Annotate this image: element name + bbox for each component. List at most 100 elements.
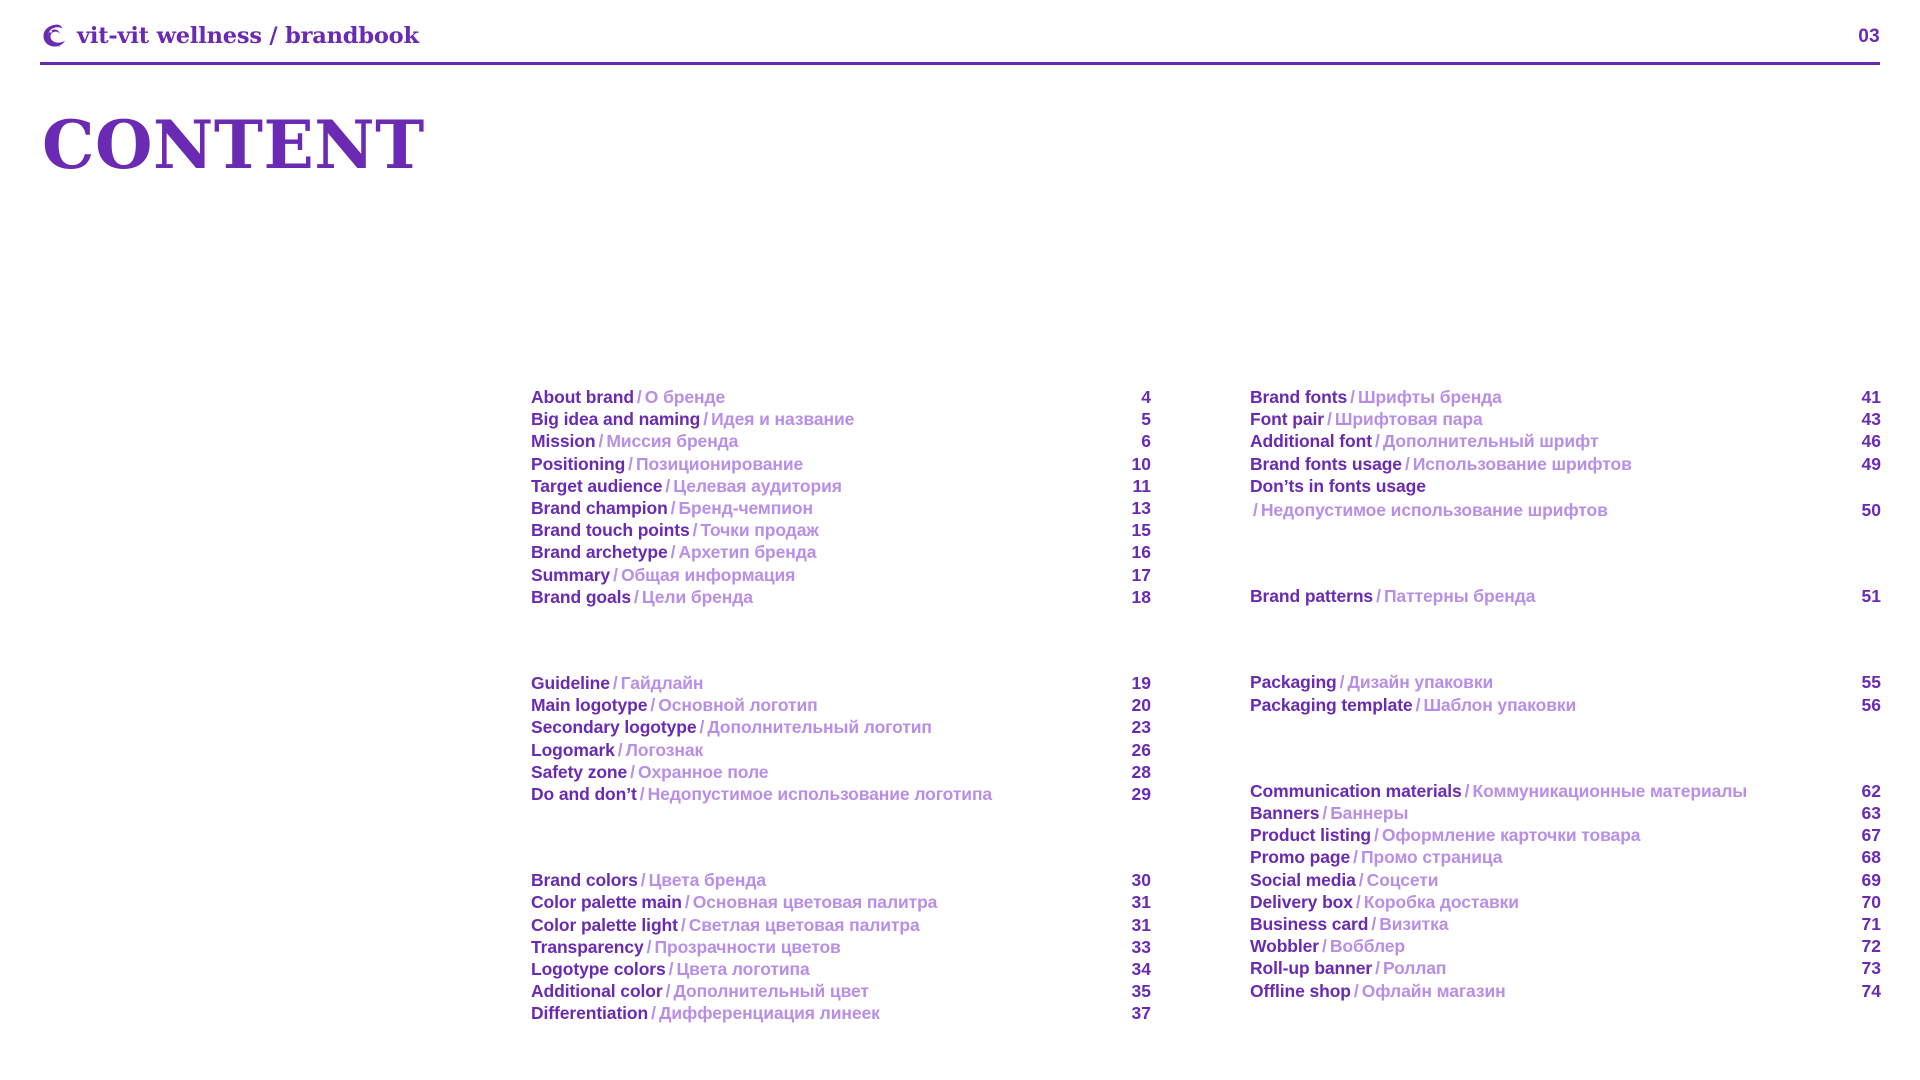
toc-entry-title-ru: Дополнительный шрифт xyxy=(1382,431,1599,452)
toc-entry-page-number: 63 xyxy=(1861,803,1881,824)
toc-entry[interactable]: Brand fonts usage / Использование шрифтов 4… xyxy=(1250,453,1881,475)
brand-lockup: vit-vit wellness / brandbook xyxy=(40,22,419,50)
toc-entry[interactable]: Logotype colors / Цвета логотипа 34 xyxy=(531,958,1151,980)
toc-entry-title-en: Mission xyxy=(531,431,596,452)
toc-entry-title-ru: Дополнительный цвет xyxy=(673,981,869,1002)
toc-entry-page-number: 29 xyxy=(1131,784,1151,805)
toc-entry[interactable]: Brand fonts / Шрифты бренда 41 xyxy=(1250,386,1881,408)
toc-entry-title-ru: Шрифты бренда xyxy=(1357,387,1502,407)
toc-entry-page-number: 51 xyxy=(1861,586,1881,607)
toc-entry-title-ru: Основной логотип xyxy=(658,695,818,716)
toc-entry-title-en: Packaging template xyxy=(1250,694,1413,715)
toc-entry[interactable]: Color palette main / Основная цветовая пал… xyxy=(531,891,1151,913)
toc-entry-page-number: 26 xyxy=(1131,739,1151,760)
toc-entry[interactable]: Brand touch points / Точки продаж 15 xyxy=(531,519,1151,541)
toc-entry-separator: / xyxy=(651,1003,656,1024)
toc-entry-page-number: 70 xyxy=(1861,891,1881,912)
toc-entry[interactable]: Product listing / Оформление карточки това… xyxy=(1250,824,1881,846)
toc-entry[interactable]: Brand goals / Цели бренда 18 xyxy=(531,586,1151,608)
toc-entry[interactable]: Roll-up banner / Роллап 73 xyxy=(1250,957,1881,979)
toc-entry[interactable]: Differentiation / Дифференциация линеек 37 xyxy=(531,1002,1151,1024)
toc-entry[interactable]: Logomark / Логознак 26 xyxy=(531,739,1151,761)
toc-entry[interactable]: Business card / Визитка 71 xyxy=(1250,913,1881,935)
toc-entry-title-ru: Целевая аудитория xyxy=(673,475,842,496)
toc-entry-line-2: / Недопустимое использование шрифтов 50 xyxy=(1250,499,1881,521)
toc-entry[interactable]: Promo page / Промо страница 68 xyxy=(1250,846,1881,868)
toc-entry-title-en: Additional color xyxy=(531,981,663,1002)
toc-entry[interactable]: Delivery box / Коробка доставки 70 xyxy=(1250,891,1881,913)
toc-entry[interactable]: Main logotype / Основной логотип 20 xyxy=(531,694,1151,716)
toc-entry-page-number: 62 xyxy=(1861,780,1881,801)
toc-entry-page-number: 20 xyxy=(1131,695,1151,716)
toc-entry-title-en: Business card xyxy=(1250,914,1369,935)
toc-entry-title-en: Big idea and naming xyxy=(531,409,701,430)
toc-entry-title-en: About brand xyxy=(531,387,634,407)
toc-entry[interactable]: Brand archetype / Архетип бренда 16 xyxy=(531,541,1151,563)
toc-entry-page-number: 73 xyxy=(1861,958,1881,979)
toc-group: About brand / О бренде 4 Big idea and naming… xyxy=(531,386,1151,608)
toc-entry[interactable]: Brand colors / Цвета бренда 30 xyxy=(531,869,1151,891)
toc-entry-title-ru: Дифференциация линеек xyxy=(659,1003,880,1024)
toc-entry-separator: / xyxy=(1322,803,1328,824)
toc-entry[interactable]: About brand / О бренде 4 xyxy=(531,386,1151,408)
toc-entry-page-number: 15 xyxy=(1131,520,1151,541)
toc-column-left: About brand / О бренде 4 Big idea and naming… xyxy=(531,386,1151,1025)
toc-entry-page-number: 18 xyxy=(1131,586,1151,607)
toc-entry[interactable]: Mission / Миссия бренда 6 xyxy=(531,430,1151,452)
toc-entry-page-number: 67 xyxy=(1861,825,1881,846)
brand-title: vit-vit wellness / brandbook xyxy=(77,22,419,49)
toc-entry[interactable]: Brand champion / Бренд-чемпион 13 xyxy=(531,497,1151,519)
toc-entry[interactable]: Target audience / Целевая аудитория 11 xyxy=(531,475,1151,497)
toc-entry-title-en: Main logotype xyxy=(531,695,648,716)
toc-entry-title-en: Delivery box xyxy=(1250,891,1353,912)
toc-entry-separator: / xyxy=(1355,891,1361,912)
toc-entry[interactable]: Wobbler / Вобблер 72 xyxy=(1250,935,1881,957)
toc-entry-title-ru: Недопустимое использование логотипа xyxy=(647,784,993,805)
toc-entry[interactable]: Transparency / Прозрачности цветов 33 xyxy=(531,936,1151,958)
toc-entry-title-en: Transparency xyxy=(531,936,644,957)
toc-entry[interactable]: Offline shop / Офлайн магазин 74 xyxy=(1250,980,1881,1002)
toc-entry[interactable]: Safety zone / Охранное поле 28 xyxy=(531,761,1151,783)
toc-entry-title-ru: Точки продаж xyxy=(700,520,819,541)
toc-entry-title-ru: Светлая цветовая палитра xyxy=(688,914,920,935)
toc-entry[interactable]: Additional color / Дополнительный цвет 35 xyxy=(531,980,1151,1002)
toc-entry[interactable]: Do and don’t / Недопустимое использование … xyxy=(531,783,1151,805)
toc-entry-title-en: Brand patterns xyxy=(1250,586,1374,607)
page-number: 03 xyxy=(1858,25,1880,47)
toc-entry[interactable]: Positioning / Позиционирование 10 xyxy=(531,453,1151,475)
toc-entry-title-ru: Баннеры xyxy=(1330,803,1409,824)
toc-entry-title-ru: Шаблон упаковки xyxy=(1423,694,1577,715)
toc-entry[interactable]: Social media / Соцсети 69 xyxy=(1250,869,1881,891)
toc-entry-title-ru: Недопустимое использование шрифтов xyxy=(1260,500,1608,521)
toc-entry[interactable]: Secondary logotype / Дополнительный логоти… xyxy=(531,716,1151,738)
toc-entry-title-ru: Дизайн упаковки xyxy=(1347,672,1494,693)
toc-entry-title-en: Summary xyxy=(531,564,611,585)
toc-entry[interactable]: Color palette light / Светлая цветовая пал… xyxy=(531,914,1151,936)
toc-entry-separator: / xyxy=(684,892,690,913)
toc-entry[interactable]: Font pair / Шрифтовая пара 43 xyxy=(1250,408,1881,430)
toc-entry-title-ru: Миссия бренда xyxy=(606,431,739,452)
toc-entry[interactable]: Guideline / Гайдлайн 19 xyxy=(531,672,1151,694)
toc-entry[interactable]: Additional font / Дополнительный шрифт 46 xyxy=(1250,430,1881,452)
toc-entry-page-number: 71 xyxy=(1861,914,1881,935)
toc-entry[interactable]: Packaging / Дизайн упаковки 55 xyxy=(1250,671,1881,693)
toc-entry-page-number: 74 xyxy=(1861,980,1881,1001)
toc-entry-title-ru: Коммуникационные материалы xyxy=(1472,780,1748,801)
toc-entry-page-number: 35 xyxy=(1131,981,1151,1002)
toc-entry-page-number: 69 xyxy=(1861,869,1881,890)
toc-entry-page-number: 10 xyxy=(1131,453,1151,474)
toc-entry[interactable]: Don’ts in fonts usage / Недопустимое испол… xyxy=(1250,475,1881,521)
toc-entry-separator: / xyxy=(1376,586,1381,607)
toc-entry[interactable]: Communication materials / Коммуникационные… xyxy=(1250,780,1881,802)
toc-entry-separator: / xyxy=(636,387,642,407)
toc-entry[interactable]: Packaging template / Шаблон упаковки 56 xyxy=(1250,694,1881,716)
toc-entry-title-en: Don’ts in fonts usage xyxy=(1250,475,1426,496)
toc-entry[interactable]: Summary / Общая информация 17 xyxy=(531,564,1151,586)
toc-entry-page-number: 31 xyxy=(1131,892,1151,913)
toc-entry-title-ru: Цвета логотипа xyxy=(676,959,810,980)
toc-entry[interactable]: Brand patterns / Паттерны бренда 51 xyxy=(1250,585,1881,607)
toc-entry[interactable]: Big idea and naming / Идея и название 5 xyxy=(531,408,1151,430)
toc-entry[interactable]: Banners / Баннеры 63 xyxy=(1250,802,1881,824)
toc-entry-title-en: Social media xyxy=(1250,869,1356,890)
toc-entry-separator: / xyxy=(1350,387,1355,407)
